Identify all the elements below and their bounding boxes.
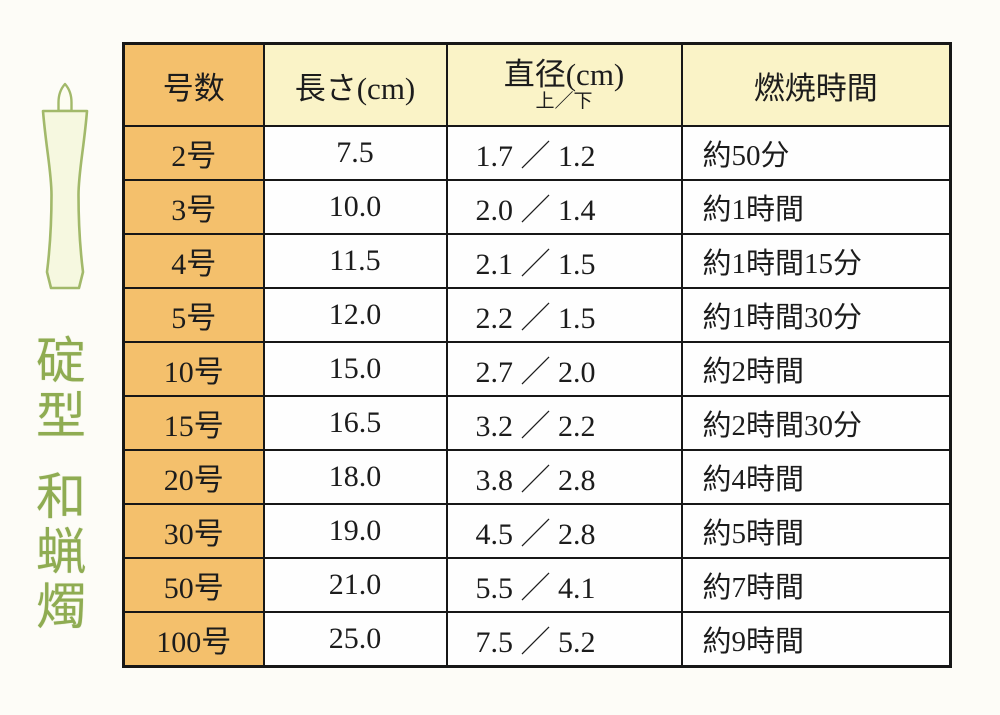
size-cell: 20号 [122, 449, 265, 505]
length-cell: 18.0 [262, 449, 448, 505]
burn-time-cell: 約2時間 [680, 341, 952, 397]
size-cell: 30号 [122, 503, 265, 559]
diameter-cell: 4.5 ／ 2.8 [445, 503, 683, 559]
diameter-cell: 2.1 ／ 1.5 [445, 233, 683, 289]
diameter-cell: 2.7 ／ 2.0 [445, 341, 683, 397]
header-row: 号数 長さ(cm) 直径(cm) 上／下 燃焼時間 [122, 42, 952, 127]
col-header-diameter: 直径(cm) 上／下 [445, 42, 683, 127]
size-cell: 4号 [122, 233, 265, 289]
col-header-size: 号数 [122, 42, 265, 127]
table-row: 4号 11.5 2.1 ／ 1.5 約1時間15分 [122, 233, 952, 289]
burn-time-cell: 約2時間30分 [680, 395, 952, 451]
table-row: 20号 18.0 3.8 ／ 2.8 約4時間 [122, 449, 952, 505]
diameter-cell: 7.5 ／ 5.2 [445, 611, 683, 668]
candle-body-icon [41, 109, 89, 290]
diameter-cell: 3.8 ／ 2.8 [445, 449, 683, 505]
candle-icon [41, 82, 89, 290]
size-cell: 10号 [122, 341, 265, 397]
burn-time-cell: 約1時間30分 [680, 287, 952, 343]
col-header-diameter-title: 直径(cm) [503, 56, 625, 92]
burn-time-cell: 約50分 [680, 125, 952, 181]
burn-time-cell: 約7時間 [680, 557, 952, 613]
candle-wick-icon [57, 82, 73, 113]
size-cell: 5号 [122, 287, 265, 343]
length-cell: 19.0 [262, 503, 448, 559]
burn-time-cell: 約1時間15分 [680, 233, 952, 289]
col-header-length: 長さ(cm) [262, 42, 448, 127]
diameter-cell: 5.5 ／ 4.1 [445, 557, 683, 613]
size-cell: 100号 [122, 611, 265, 668]
burn-time-cell: 約5時間 [680, 503, 952, 559]
table-row: 2号 7.5 1.7 ／ 1.2 約50分 [122, 125, 952, 181]
diameter-cell: 2.0 ／ 1.4 [445, 179, 683, 235]
caption-part-bottom: 和蝋燭 [29, 470, 85, 635]
length-cell: 7.5 [262, 125, 448, 181]
burn-time-cell: 約1時間 [680, 179, 952, 235]
length-cell: 10.0 [262, 179, 448, 235]
size-cell: 3号 [122, 179, 265, 235]
table-row: 100号 25.0 7.5 ／ 5.2 約9時間 [122, 611, 952, 668]
size-cell: 50号 [122, 557, 265, 613]
col-header-diameter-subtitle: 上／下 [535, 91, 593, 113]
candle-caption: 碇型和蝋燭 [29, 334, 85, 635]
length-cell: 21.0 [262, 557, 448, 613]
col-header-burn-time: 燃焼時間 [680, 42, 952, 127]
length-cell: 11.5 [262, 233, 448, 289]
candle-spec-table: 号数 長さ(cm) 直径(cm) 上／下 燃焼時間 2号 7.5 1.7 ／ 1.2… [122, 42, 952, 668]
table-row: 10号 15.0 2.7 ／ 2.0 約2時間 [122, 341, 952, 397]
burn-time-cell: 約9時間 [680, 611, 952, 668]
size-cell: 15号 [122, 395, 265, 451]
table-row: 15号 16.5 3.2 ／ 2.2 約2時間30分 [122, 395, 952, 451]
table-row: 5号 12.0 2.2 ／ 1.5 約1時間30分 [122, 287, 952, 343]
diameter-cell: 3.2 ／ 2.2 [445, 395, 683, 451]
length-cell: 16.5 [262, 395, 448, 451]
table-row: 30号 19.0 4.5 ／ 2.8 約5時間 [122, 503, 952, 559]
diameter-cell: 1.7 ／ 1.2 [445, 125, 683, 181]
table-row: 50号 21.0 5.5 ／ 4.1 約7時間 [122, 557, 952, 613]
diameter-cell: 2.2 ／ 1.5 [445, 287, 683, 343]
length-cell: 25.0 [262, 611, 448, 668]
caption-part-top: 碇型 [29, 334, 85, 444]
length-cell: 12.0 [262, 287, 448, 343]
size-cell: 2号 [122, 125, 265, 181]
burn-time-cell: 約4時間 [680, 449, 952, 505]
length-cell: 15.0 [262, 341, 448, 397]
table-row: 3号 10.0 2.0 ／ 1.4 約1時間 [122, 179, 952, 235]
